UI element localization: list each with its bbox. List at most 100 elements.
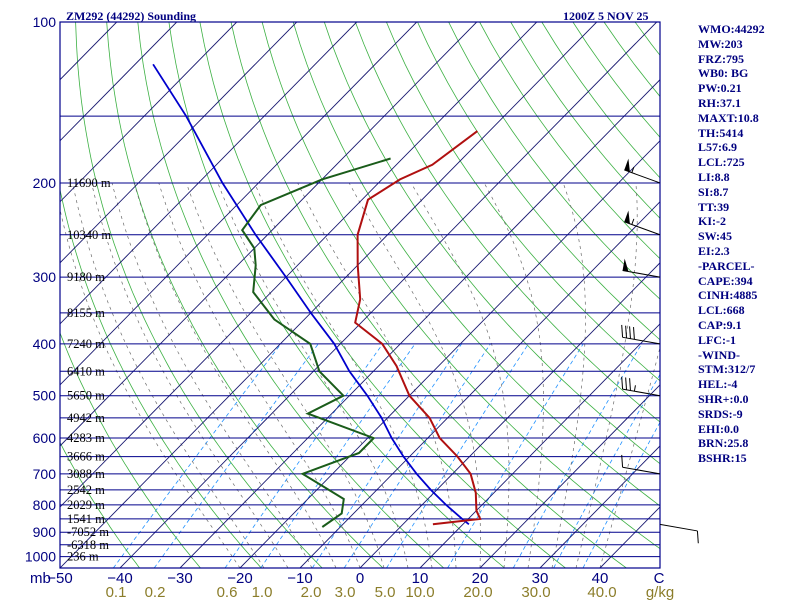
mixing-ratio-tick-label: 2.0 xyxy=(301,584,322,600)
wind-barb-feather xyxy=(629,326,631,339)
wind-barb-flag xyxy=(624,210,630,224)
index-value: LFC:-1 xyxy=(698,332,736,347)
index-value: SRDS:-9 xyxy=(698,406,743,421)
mixing-ratio-tick-label: 30.0 xyxy=(521,584,550,600)
index-value: TH:5414 xyxy=(698,125,744,140)
dry-adiabat xyxy=(386,22,660,382)
isotherm xyxy=(60,22,478,447)
isotherm xyxy=(419,323,660,568)
pressure-tick-label: 900 xyxy=(33,524,57,540)
wind-barb-half xyxy=(631,166,635,173)
index-value: CAPE:394 xyxy=(698,273,753,288)
wind-barb-flag xyxy=(624,158,630,173)
wind-barb-staff xyxy=(622,336,661,345)
height-label: -6318 m xyxy=(67,538,109,552)
isotherm xyxy=(239,140,660,568)
index-value: BRN:25.8 xyxy=(698,436,749,451)
moist-adiabat xyxy=(158,182,361,568)
mixing-ratio-unit: g/kg xyxy=(646,584,674,600)
height-label: 6410 m xyxy=(67,364,105,378)
height-label: -7052 m xyxy=(67,525,109,539)
temperature-tick-label: −20 xyxy=(227,570,252,587)
height-label: 236 m xyxy=(67,550,99,564)
parcel-line xyxy=(152,63,470,526)
moist-adiabat xyxy=(72,182,265,568)
isotherm xyxy=(60,22,238,203)
dry-adiabat xyxy=(199,22,566,568)
temperature-tick-label: 40 xyxy=(592,570,609,587)
height-label: 4942 m xyxy=(67,411,105,425)
mixing-ratio-line xyxy=(386,343,529,568)
index-value: CINH:4885 xyxy=(698,288,758,303)
temperature-tick-label: −10 xyxy=(287,570,312,587)
temperature-tick-label: −50 xyxy=(47,570,72,587)
pressure-tick-label: 100 xyxy=(33,14,57,30)
wind-barb-half xyxy=(633,385,636,392)
index-value: LCL:668 xyxy=(698,303,745,318)
index-value: TT:39 xyxy=(698,199,730,214)
isotherm xyxy=(60,22,358,325)
index-value: LI:8.8 xyxy=(698,169,730,184)
wind-barb-staff xyxy=(622,270,661,278)
pressure-tick-label: 300 xyxy=(33,269,57,285)
moist-adiabat xyxy=(551,182,586,568)
index-value: WB0: BG xyxy=(698,66,749,81)
chart-title: ZM292 (44292) Sounding xyxy=(66,9,197,23)
height-label: 9180 m xyxy=(67,270,105,284)
plot-frame xyxy=(59,21,661,569)
mixing-ratio-tick-label: 40.0 xyxy=(587,584,616,600)
wind-barb xyxy=(622,258,661,278)
mixing-ratio-line xyxy=(112,343,282,568)
temperature-tick-label: 10 xyxy=(412,570,429,587)
height-label: 3666 m xyxy=(67,450,105,464)
mixing-ratio-tick-label: 1.0 xyxy=(252,584,273,600)
index-value: BSHR:15 xyxy=(698,451,747,466)
moist-adiabat xyxy=(348,182,481,568)
mixing-ratio-tick-label: 0.2 xyxy=(145,584,166,600)
mixing-ratio-tick-label: 0.6 xyxy=(217,584,238,600)
dry-adiabat xyxy=(479,22,660,260)
index-value: SI:8.7 xyxy=(698,184,729,199)
isotherm xyxy=(479,384,660,568)
wind-barb-feather xyxy=(629,378,631,391)
isotherm xyxy=(179,79,660,568)
index-value: WMO:44292 xyxy=(698,22,765,36)
profiles-layer xyxy=(152,63,482,528)
indices-panel: WMO:44292 MW:203 FRZ:795 WB0: BG PW:0.21 RH:3… xyxy=(698,22,798,466)
dry-adiabat xyxy=(354,22,660,423)
index-value: EHI:0.0 xyxy=(698,421,740,436)
moist-adiabat xyxy=(133,182,337,568)
dry-adiabat xyxy=(75,22,323,568)
wind-barb xyxy=(621,324,661,345)
height-label: 2029 m xyxy=(67,498,105,512)
moist-adiabat xyxy=(575,182,638,568)
mixing-ratio-line xyxy=(260,343,416,568)
wind-barbs-layer xyxy=(621,158,699,544)
moist-adiabat xyxy=(186,182,385,568)
index-value: HEL:-4 xyxy=(698,377,738,392)
temperature-tick-label: −30 xyxy=(167,570,192,587)
wind-barb-feather xyxy=(621,376,624,390)
wind-barb xyxy=(659,523,699,544)
isotherm xyxy=(0,22,57,568)
isotherm xyxy=(60,22,298,264)
pressure-tick-label: 400 xyxy=(33,336,57,352)
wind-barb xyxy=(624,210,661,236)
height-label: 5650 m xyxy=(67,389,105,403)
index-value: PW:0.21 xyxy=(698,81,742,96)
wind-barb-feather xyxy=(621,324,624,338)
moist-adiabat xyxy=(111,182,313,568)
height-label: 11690 m xyxy=(67,176,111,190)
mixing-ratio-tick-label: 5.0 xyxy=(375,584,396,600)
pressure-tick-label: 1000 xyxy=(25,549,56,565)
isotherm xyxy=(539,445,660,568)
mixing-ratio-line xyxy=(224,343,384,568)
wind-barb-flag xyxy=(622,258,629,272)
dry-adiabat xyxy=(60,331,201,568)
isotherm xyxy=(60,22,418,386)
wind-barb-staff xyxy=(622,466,661,475)
height-label: 2542 m xyxy=(67,483,105,497)
mixing-ratio-tick-label: 3.0 xyxy=(335,584,356,600)
wind-barb-feather xyxy=(625,377,628,390)
